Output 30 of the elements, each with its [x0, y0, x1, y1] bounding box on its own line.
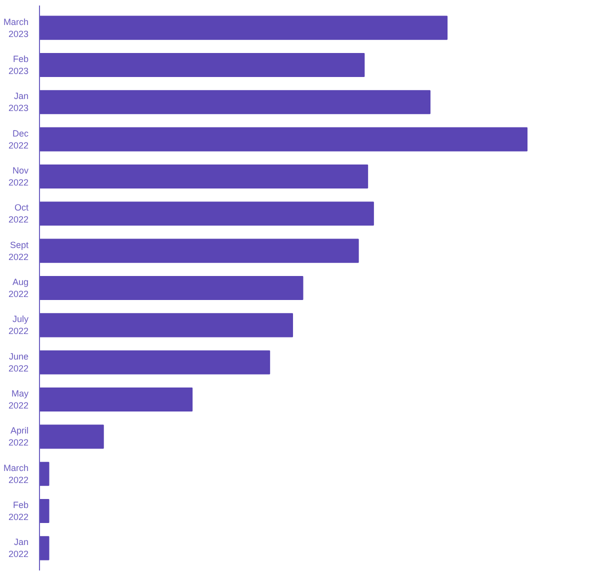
y-tick-label: July 2022: [8, 314, 29, 336]
bar: [40, 16, 448, 40]
y-tick-label: Sept 2022: [8, 240, 29, 262]
y-tick-label: Nov 2022: [8, 165, 29, 188]
bar: [40, 90, 430, 114]
y-tick-label: Feb 2022: [8, 500, 29, 522]
y-tick-label: Feb 2023: [8, 54, 29, 76]
bar: [40, 424, 104, 449]
bar: [40, 238, 359, 263]
bar: [40, 164, 368, 189]
bar: [40, 462, 50, 486]
bar: [40, 350, 270, 374]
bar: [40, 313, 294, 338]
bar: [40, 127, 528, 152]
y-tick-label: March 2022: [3, 462, 29, 485]
y-tick-label: Aug 2022: [8, 277, 29, 299]
y-tick-label: Oct 2022: [8, 202, 29, 225]
bar: [40, 499, 50, 524]
bar: [40, 536, 50, 560]
y-tick-label: May 2022: [8, 388, 29, 411]
y-tick-label: June 2022: [8, 351, 29, 374]
bar: [40, 52, 365, 77]
y-tick-label: Jan 2022: [8, 537, 29, 560]
bar: [40, 202, 374, 226]
y-tick-label: March 2023: [3, 16, 29, 39]
y-tick-label: Dec 2022: [8, 128, 29, 150]
y-tick-label: April 2022: [8, 426, 29, 448]
bar: [40, 387, 193, 412]
y-tick-label: Jan 2023: [8, 91, 29, 114]
bar: [40, 276, 304, 300]
